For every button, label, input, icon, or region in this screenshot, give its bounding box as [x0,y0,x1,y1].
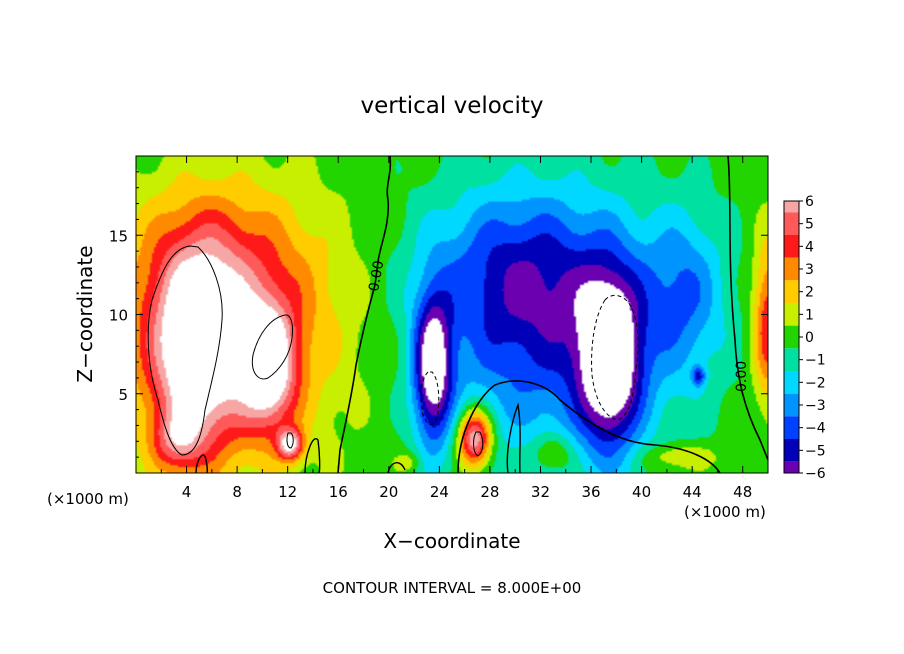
x-tick-label: 16 [329,483,348,501]
colorbar-swatch [784,235,799,258]
y-tick-label: 10 [109,307,128,325]
chart-title: vertical velocity [361,93,544,119]
x-tick-label: 4 [182,483,192,501]
zero-contour-line [457,380,721,474]
x-axis-ticks: 4 8 12 16 20 24 28 32 36 40 44 48 [160,156,752,501]
x-tick-label: 48 [733,483,752,501]
colorbar-label: −3 [805,398,826,414]
zero-contour-line [195,454,208,474]
zero-contour-line [337,155,392,474]
colorbar-swatch [784,371,799,394]
y-tick-label: 5 [118,386,128,404]
colorbar-swatch [784,212,799,235]
negative-contour-line [420,371,440,425]
colorbar: 6 5 4 3 2 1 0 −1 −2 −3 −4 −5 −6 [783,194,826,482]
positive-contour-line [286,432,294,449]
zero-contour-line [727,155,769,461]
x-tick-label: 12 [278,483,297,501]
x-tick-label: 40 [632,483,651,501]
colorbar-label: 0 [805,330,814,346]
x-unit-right: (×1000 m) [684,503,766,521]
colorbar-label: 4 [805,239,814,255]
positive-contour-line [251,314,293,380]
colorbar-swatch [784,280,799,303]
colorbar-label: 1 [805,307,814,323]
colorbar-swatch [784,303,799,326]
x-tick-label: 24 [430,483,449,501]
colorbar-swatch [784,393,799,417]
colorbar-swatch [784,439,799,462]
colorbar-swatch [784,348,799,371]
colorbar-label: 6 [805,194,814,210]
y-tick-label: 15 [109,227,128,245]
contour-interval-note: CONTOUR INTERVAL = 8.000E+00 [323,579,582,597]
colorbar-label: −5 [805,443,826,459]
x-tick-label: 32 [531,483,550,501]
colorbar-swatch [784,325,799,349]
contour-lines [147,155,769,474]
colorbar-label: −1 [805,353,826,369]
x-tick-label: 44 [683,483,702,501]
x-axis-label: X−coordinate [383,529,520,553]
colorbar-label: −4 [805,421,826,437]
x-tick-label: 20 [379,483,398,501]
colorbar-swatch [784,416,799,439]
negative-contour-line [591,294,639,421]
y-axis-ticks: 5 10 15 [109,171,768,458]
positive-contour-line [473,431,484,457]
colorbar-label: 2 [805,285,814,301]
colorbar-label: −2 [805,375,826,391]
plot-area: 0.00 0.00 [135,155,769,474]
x-unit-left: (×1000 m) [47,490,129,508]
velocity-field-image [136,156,768,473]
y-axis-label: Z−coordinate [73,245,97,382]
colorbar-swatch [784,201,799,213]
positive-contour-line [147,245,223,456]
zero-contour-line [506,402,521,474]
x-tick-label: 36 [581,483,600,501]
zero-contour-line [304,437,321,474]
colorbar-label: 3 [805,262,814,278]
contour-label: 0.00 [734,361,750,392]
x-tick-label: 28 [480,483,499,501]
contour-label: 0.00 [366,259,387,292]
colorbar-swatch [784,257,799,281]
colorbar-label: −6 [805,466,826,482]
x-tick-label: 8 [232,483,242,501]
colorbar-swatch [784,461,799,473]
colorbar-label: 5 [805,217,814,233]
